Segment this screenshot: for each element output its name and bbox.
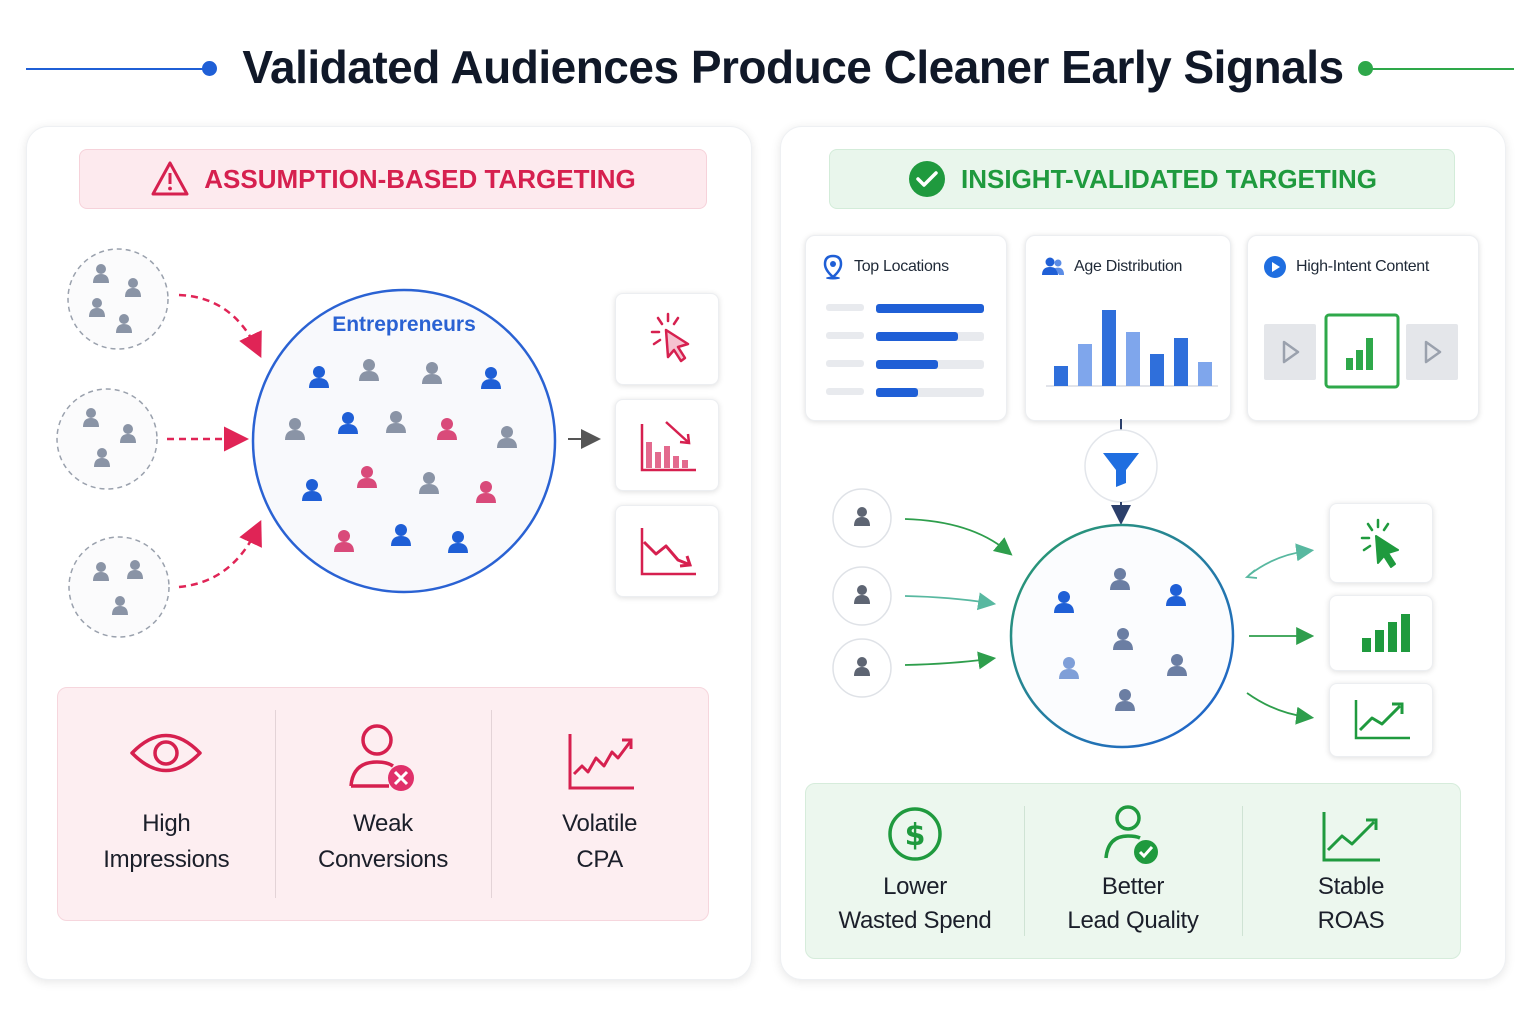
output-arrow-3 bbox=[1246, 692, 1315, 725]
metric-line2: Wasted Spend bbox=[838, 907, 992, 934]
high-intent-content-card: High-Intent Content bbox=[1247, 235, 1479, 421]
metric-line1: Lower bbox=[883, 873, 947, 900]
validated-banner-label: INSIGHT-VALIDATED TARGETING bbox=[961, 163, 1377, 194]
metric-wasted-spend: $ Lower Wasted Spend bbox=[806, 784, 1024, 958]
insight-title-text: Top Locations bbox=[854, 258, 949, 275]
volatile-chart-icon bbox=[568, 734, 634, 790]
page-title: Validated Audiences Produce Cleaner Earl… bbox=[242, 41, 1344, 93]
assumption-diagram bbox=[56, 248, 601, 638]
click-card bbox=[615, 293, 719, 385]
decline-line-card bbox=[615, 505, 719, 597]
eye-icon bbox=[130, 733, 203, 773]
metric-impressions: High Impressions bbox=[58, 688, 275, 920]
funnel-filter bbox=[1084, 429, 1158, 503]
cursor-click-icon bbox=[1360, 518, 1399, 568]
dollar-icon: $ bbox=[888, 807, 942, 861]
metric-line1: Better bbox=[1101, 873, 1165, 900]
content-thumbnails bbox=[1264, 313, 1458, 389]
green-click-card bbox=[1329, 503, 1433, 583]
location-bars bbox=[826, 304, 984, 397]
check-circle-icon bbox=[909, 161, 945, 197]
insight-title: High-Intent Content bbox=[1262, 254, 1429, 280]
output-arrow-1 bbox=[1248, 543, 1315, 576]
play-circle-icon bbox=[1264, 256, 1286, 278]
validated-input-2 bbox=[832, 566, 892, 626]
validated-input-1 bbox=[832, 488, 892, 548]
age-distribution-card: Age Distribution bbox=[1025, 235, 1231, 421]
assumed-group-2 bbox=[56, 388, 158, 490]
metric-cpa: Volatile CPA bbox=[491, 688, 708, 920]
assumed-group-3 bbox=[68, 536, 170, 638]
rising-bars-icon bbox=[1362, 614, 1410, 652]
circle-label: Entrepreneurs bbox=[332, 313, 476, 336]
assumption-panel: ASSUMPTION-BASED TARGETING bbox=[26, 126, 752, 980]
metric-line2: Lead Quality bbox=[1067, 907, 1199, 934]
user-x-icon bbox=[349, 724, 414, 791]
title-dot-left bbox=[202, 61, 217, 76]
validated-audience bbox=[1009, 523, 1235, 749]
input-arrow-2 bbox=[904, 592, 997, 611]
green-trend-card bbox=[1329, 683, 1433, 757]
user-check-icon bbox=[1104, 805, 1158, 864]
assumed-arrow-3 bbox=[178, 519, 262, 589]
insight-title-text: High-Intent Content bbox=[1296, 258, 1430, 275]
title-line-left bbox=[26, 68, 212, 70]
metric-line2: ROAS bbox=[1317, 907, 1385, 934]
trend-up-icon bbox=[1354, 700, 1410, 740]
cursor-click-icon bbox=[650, 312, 690, 363]
green-bars-card bbox=[1329, 595, 1433, 671]
assumption-banner-label: ASSUMPTION-BASED TARGETING bbox=[204, 163, 636, 194]
declining-bars-card bbox=[615, 399, 719, 491]
assumption-metrics: High Impressions Weak Conversions Volati… bbox=[57, 687, 709, 921]
metric-roas: Stable ROAS bbox=[1242, 784, 1460, 958]
users-icon bbox=[1042, 257, 1064, 275]
input-arrow-3 bbox=[904, 651, 997, 670]
metric-line1: Weak bbox=[353, 810, 413, 837]
title-dot-right bbox=[1358, 61, 1373, 76]
metric-line2: Impressions bbox=[103, 846, 230, 873]
metric-conversions: Weak Conversions bbox=[274, 688, 492, 920]
assumed-group-1 bbox=[67, 248, 169, 350]
insight-title: Age Distribution bbox=[1040, 254, 1182, 280]
metric-line1: Volatile bbox=[562, 810, 638, 837]
top-locations-card: Top Locations bbox=[805, 235, 1007, 421]
metric-line1: High bbox=[142, 810, 191, 837]
entrepreneurs-audience bbox=[251, 288, 557, 594]
declining-bars-icon bbox=[640, 421, 696, 472]
insight-title: Top Locations bbox=[820, 254, 949, 280]
validated-panel: INSIGHT-VALIDATED TARGETING Top Location… bbox=[780, 126, 1506, 980]
decline-line-icon bbox=[640, 528, 696, 576]
metric-line2: CPA bbox=[576, 846, 624, 873]
metric-lead-quality: Better Lead Quality bbox=[1024, 784, 1242, 958]
validated-input-3 bbox=[832, 638, 892, 698]
input-arrow-1 bbox=[904, 518, 1013, 556]
title-line-right bbox=[1366, 68, 1514, 70]
assumed-arrow-1 bbox=[178, 293, 262, 359]
validated-banner: INSIGHT-VALIDATED TARGETING bbox=[829, 149, 1455, 209]
metric-line2: Conversions bbox=[317, 846, 449, 873]
age-bars bbox=[1046, 310, 1218, 387]
insight-title-text: Age Distribution bbox=[1074, 258, 1183, 275]
trend-up-icon bbox=[1322, 812, 1380, 862]
validated-metrics: $ Lower Wasted Spend Better Lead Quality… bbox=[805, 783, 1461, 959]
validated-diagram bbox=[832, 419, 1315, 749]
svg-text:$: $ bbox=[905, 818, 926, 853]
warning-icon bbox=[151, 161, 189, 196]
assumption-banner: ASSUMPTION-BASED TARGETING bbox=[79, 149, 707, 209]
location-pin-icon bbox=[823, 254, 843, 280]
metric-line1: Stable bbox=[1317, 873, 1385, 900]
